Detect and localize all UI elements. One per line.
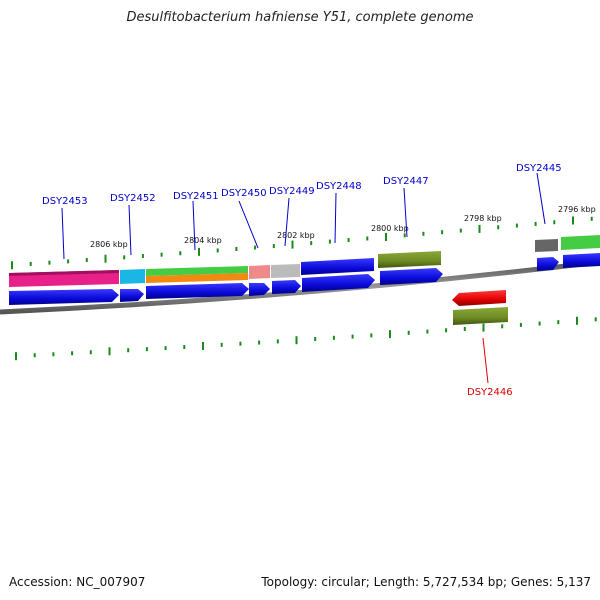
cds-dsy2453[interactable] bbox=[9, 289, 119, 305]
cds-dsy2445a[interactable] bbox=[537, 257, 559, 271]
cds-dsy2446[interactable] bbox=[452, 290, 506, 306]
scale-label-2796: 2796 kbp bbox=[558, 205, 596, 214]
label-dsy2450[interactable]: DSY2450 bbox=[221, 188, 267, 199]
accession-text: Accession: NC_007907 bbox=[9, 575, 146, 589]
feature-dsy2445-green[interactable] bbox=[561, 235, 600, 250]
genome-title: Desulfitobacterium hafniense Y51, comple… bbox=[126, 10, 474, 25]
cds-dsy2447[interactable] bbox=[380, 268, 443, 285]
scale-label-2806: 2806 kbp bbox=[90, 240, 128, 249]
cds-dsy2449[interactable] bbox=[272, 280, 301, 294]
cds-dsy2450[interactable] bbox=[249, 283, 270, 296]
label-dsy2449[interactable]: DSY2449 bbox=[269, 186, 315, 197]
scale-label-2798: 2798 kbp bbox=[464, 214, 502, 223]
scale-ticks-lower bbox=[15, 316, 597, 361]
scale-label-2802: 2802 kbp bbox=[277, 231, 315, 240]
cds-forward-track bbox=[9, 253, 600, 305]
feature-dsy2446[interactable] bbox=[453, 307, 508, 325]
gene-labels: DSY2453 DSY2452 DSY2451 DSY2450 DSY2449 … bbox=[42, 163, 562, 398]
cds-dsy2451[interactable] bbox=[146, 283, 249, 299]
label-dsy2446[interactable]: DSY2446 bbox=[467, 387, 513, 398]
label-dsy2447[interactable]: DSY2447 bbox=[383, 176, 429, 187]
feature-dsy2451-bottom[interactable] bbox=[146, 273, 248, 283]
feature-dsy2450[interactable] bbox=[249, 265, 270, 279]
genome-backbone bbox=[0, 259, 600, 315]
feature-dsy2445-gray[interactable] bbox=[535, 239, 558, 252]
feature-dsy2448[interactable] bbox=[301, 258, 374, 275]
scale-ticks-upper bbox=[11, 216, 593, 270]
label-dsy2452[interactable]: DSY2452 bbox=[110, 193, 156, 204]
label-dsy2448[interactable]: DSY2448 bbox=[316, 181, 362, 192]
cds-dsy2448[interactable] bbox=[302, 274, 375, 292]
genome-summary-text: Topology: circular; Length: 5,727,534 bp… bbox=[261, 575, 591, 589]
label-dsy2445[interactable]: DSY2445 bbox=[516, 163, 562, 174]
feature-dsy2452[interactable] bbox=[120, 269, 145, 284]
cds-dsy2445b[interactable] bbox=[563, 253, 600, 268]
scale-label-2800: 2800 kbp bbox=[371, 224, 409, 233]
feature-dsy2451-top[interactable] bbox=[146, 266, 248, 276]
feature-dsy2449[interactable] bbox=[271, 264, 300, 278]
cds-reverse-track bbox=[452, 290, 508, 325]
feature-annotation-track bbox=[9, 235, 600, 287]
feature-dsy2447[interactable] bbox=[378, 251, 441, 268]
label-dsy2451[interactable]: DSY2451 bbox=[173, 191, 219, 202]
scale-label-2804: 2804 kbp bbox=[184, 236, 222, 245]
cds-dsy2452[interactable] bbox=[120, 289, 144, 302]
label-dsy2453[interactable]: DSY2453 bbox=[42, 196, 88, 207]
